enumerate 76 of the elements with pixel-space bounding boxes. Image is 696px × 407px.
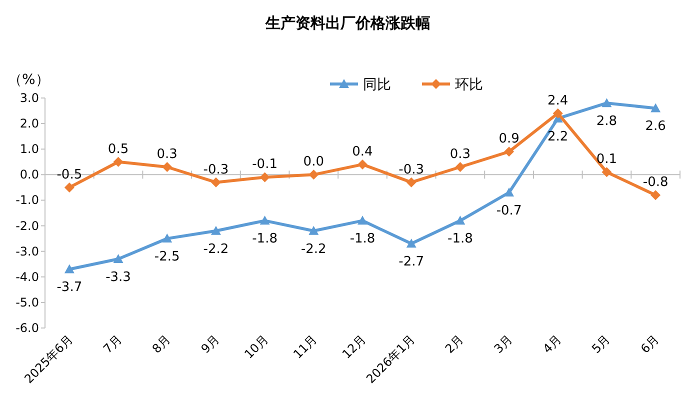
data-label: 0.0 [303, 154, 324, 170]
point [602, 98, 612, 108]
point [504, 188, 514, 197]
y-tick-label: 3.0 [20, 91, 39, 105]
data-label: -0.3 [203, 162, 229, 178]
data-label: -0.1 [252, 157, 278, 172]
data-label: 2.2 [548, 129, 568, 144]
data-label: 0.4 [352, 144, 373, 160]
y-tick-label: -3.0 [16, 244, 39, 258]
data-label: -2.2 [300, 242, 326, 257]
point [455, 162, 466, 172]
point [455, 216, 466, 225]
data-label: -2.7 [398, 254, 424, 270]
data-label: -1.8 [350, 232, 376, 247]
data-label: 0.3 [450, 147, 471, 162]
point [162, 234, 172, 243]
data-label: -2.5 [154, 250, 180, 265]
data-label: -3.7 [56, 280, 82, 296]
x-tick-label: 6月 [638, 332, 662, 356]
data-label: 2.8 [596, 114, 618, 130]
point [406, 238, 416, 248]
data-label: -0.3 [398, 162, 424, 178]
x-tick-label: 8月 [149, 332, 174, 356]
x-tick-label: 11月 [290, 332, 320, 362]
point [650, 190, 661, 200]
point [308, 170, 319, 180]
point [210, 177, 221, 188]
point [406, 177, 416, 188]
point [64, 182, 74, 192]
data-label: 2.6 [645, 119, 666, 134]
x-tick-label: 9月 [198, 332, 222, 356]
legend-label: 环比 [455, 77, 483, 93]
point [552, 108, 563, 118]
y-tick-label: -4.0 [16, 270, 39, 284]
y-tick-label: -2.0 [16, 218, 39, 233]
point [308, 226, 319, 235]
point [210, 226, 221, 235]
x-tick-label: 10月 [242, 332, 271, 362]
point [162, 162, 172, 172]
data-label: -1.8 [448, 232, 473, 247]
point [504, 146, 514, 157]
data-label: 2.4 [548, 93, 568, 108]
data-label: -0.8 [642, 175, 668, 190]
x-tick-label: 12月 [339, 332, 369, 362]
y-tick-label: -6.0 [16, 321, 39, 335]
y-tick-label: -1.0 [16, 193, 39, 208]
point [113, 156, 124, 167]
x-tick-label: 2月 [442, 332, 466, 356]
y-tick-label: -5.0 [16, 295, 39, 310]
point [113, 254, 124, 263]
point [650, 103, 661, 112]
data-label: 0.1 [596, 152, 618, 168]
x-tick-label: 4月 [540, 332, 564, 356]
chart-title: 生产资料出厂价格涨跌幅 [264, 14, 430, 32]
data-label: 0.3 [156, 147, 178, 162]
data-label: -3.3 [106, 270, 131, 285]
data-label: 0.9 [498, 132, 520, 147]
y-tick-label: 0.0 [20, 168, 39, 182]
data-label: -0.5 [56, 167, 82, 182]
y-axis-title: （%） [8, 72, 50, 88]
legend-label: 同比 [363, 77, 391, 93]
data-label: -2.2 [203, 242, 229, 257]
x-tick-label: 5月 [589, 332, 613, 356]
data-label: -0.7 [496, 204, 522, 219]
point [358, 159, 368, 170]
data-label: 0.5 [108, 142, 129, 157]
x-tick-label: 3月 [491, 332, 516, 356]
point [260, 172, 270, 182]
y-tick-label: 2.0 [20, 116, 39, 131]
point [64, 264, 74, 274]
y-tick-label: 1.0 [20, 142, 39, 156]
point [260, 216, 270, 225]
point [358, 216, 368, 225]
x-tick-label: 7月 [100, 332, 124, 356]
data-label: -1.8 [252, 232, 278, 247]
point [602, 167, 612, 178]
